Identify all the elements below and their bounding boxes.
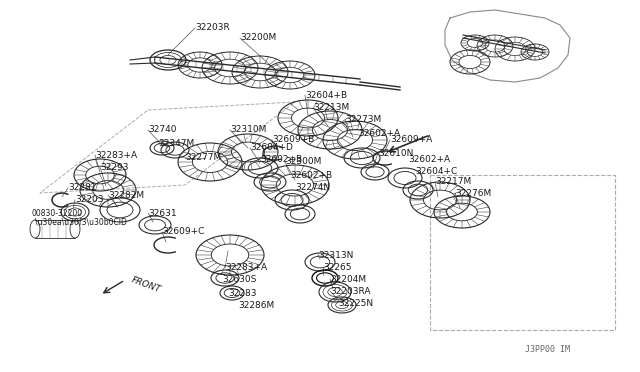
Text: 32609+B: 32609+B — [272, 135, 314, 144]
Text: FRONT: FRONT — [130, 276, 162, 295]
Text: 32265: 32265 — [323, 263, 351, 272]
Text: 32630S: 32630S — [222, 276, 257, 285]
Text: 32204M: 32204M — [330, 275, 366, 283]
Text: 32602+A: 32602+A — [358, 128, 400, 138]
Text: 32313N: 32313N — [318, 250, 353, 260]
Text: 32274N: 32274N — [295, 183, 330, 192]
Text: 32281: 32281 — [68, 183, 97, 192]
Text: 32203: 32203 — [75, 196, 104, 205]
Text: 32283+A: 32283+A — [95, 151, 137, 160]
Text: 32604+B: 32604+B — [305, 90, 347, 99]
Text: 32200M: 32200M — [240, 33, 276, 42]
Text: 32213M: 32213M — [313, 103, 349, 112]
Text: 32631: 32631 — [148, 208, 177, 218]
Text: 32276M: 32276M — [455, 189, 492, 198]
Text: 32740: 32740 — [148, 125, 177, 135]
Text: 32283: 32283 — [228, 289, 257, 298]
Text: 32203R: 32203R — [195, 23, 230, 32]
Text: 32310M: 32310M — [230, 125, 266, 135]
Text: 32282M: 32282M — [108, 190, 144, 199]
Text: 32609+A: 32609+A — [390, 135, 432, 144]
Text: \u30ea\u30f3\u30b0CID: \u30ea\u30f3\u30b0CID — [35, 218, 127, 227]
Text: 32610N: 32610N — [378, 148, 413, 157]
Text: 32293: 32293 — [100, 163, 129, 171]
Text: 00830-32200: 00830-32200 — [32, 208, 83, 218]
Text: 32225N: 32225N — [338, 298, 373, 308]
Text: 32609+C: 32609+C — [162, 228, 204, 237]
Text: 32273M: 32273M — [345, 115, 381, 125]
Text: 32347M: 32347M — [158, 138, 195, 148]
Text: 32604+D: 32604+D — [250, 144, 293, 153]
Text: 32283+A: 32283+A — [225, 263, 267, 273]
Text: J3PP00 IM: J3PP00 IM — [525, 346, 570, 355]
Text: 32217M: 32217M — [435, 177, 471, 186]
Text: 32300M: 32300M — [285, 157, 321, 167]
Text: 32602+A: 32602+A — [408, 155, 450, 164]
Text: 32277M: 32277M — [185, 154, 221, 163]
Text: 32203RA: 32203RA — [330, 286, 371, 295]
Text: 32602+B: 32602+B — [260, 155, 302, 164]
Text: 32602+B: 32602+B — [290, 170, 332, 180]
Text: 32604+C: 32604+C — [415, 167, 457, 176]
Text: 32286M: 32286M — [238, 301, 275, 311]
